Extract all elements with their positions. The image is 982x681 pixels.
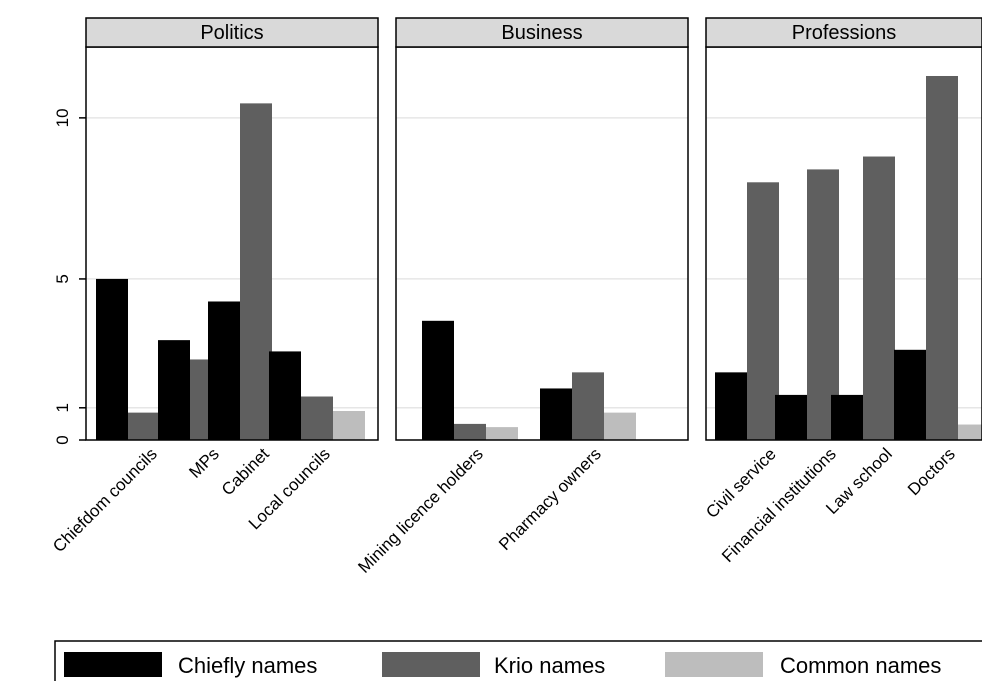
bar-cabinet-krio-names xyxy=(240,103,272,440)
x-tick-label: Mining licence holders xyxy=(354,444,486,576)
x-tick-label: Chiefdom councils xyxy=(49,444,161,556)
bar-doctors-krio-names xyxy=(926,75,958,440)
bar-pharmacy-owners-common-names xyxy=(604,412,636,440)
bar-law-school-chiefly-names xyxy=(831,394,863,440)
x-tick-label: Doctors xyxy=(904,444,959,499)
bar-chiefdom-councils-krio-names xyxy=(128,412,160,440)
bar-doctors-chiefly-names xyxy=(894,349,926,440)
y-tick-label: 5 xyxy=(53,274,72,283)
bar-mining-licence-holders-common-names xyxy=(486,427,518,440)
bar-financial-institutions-krio-names xyxy=(807,169,839,440)
bar-mining-licence-holders-chiefly-names xyxy=(422,320,454,440)
legend-label-chiefly-names: Chiefly names xyxy=(178,653,317,678)
strip-header xyxy=(395,17,689,48)
bar-cabinet-chiefly-names xyxy=(208,301,240,440)
x-tick-label: Pharmacy owners xyxy=(495,444,605,554)
y-tick-label: 10 xyxy=(53,108,72,127)
bar-law-school-krio-names xyxy=(863,156,895,440)
y-tick-label: 0 xyxy=(53,435,72,444)
strip-header xyxy=(705,17,982,48)
legend-swatch-common-names xyxy=(665,652,763,677)
bar-pharmacy-owners-chiefly-names xyxy=(540,388,572,440)
bar-local-councils-krio-names xyxy=(301,396,333,440)
legend: Chiefly names Krio names Common names xyxy=(54,640,982,681)
x-tick-label: MPs xyxy=(185,444,222,481)
strip-header xyxy=(85,17,379,48)
legend-label-krio-names: Krio names xyxy=(494,653,605,678)
legend-swatch-chiefly-names xyxy=(64,652,162,677)
legend-box xyxy=(54,640,982,681)
bar-financial-institutions-chiefly-names xyxy=(775,394,807,440)
legend-label-common-names: Common names xyxy=(780,653,941,678)
bar-local-councils-common-names xyxy=(333,411,365,440)
y-axis: 0 1 5 10 xyxy=(53,108,86,445)
strip-title: Professions xyxy=(792,22,897,44)
x-tick-label: Cabinet xyxy=(218,444,273,499)
bar-local-councils-chiefly-names xyxy=(269,351,301,440)
bar-doctors-common-names xyxy=(958,424,982,440)
strip-title: Business xyxy=(501,22,582,44)
strip-title: Politics xyxy=(200,22,263,44)
bar-chiefdom-councils-chiefly-names xyxy=(96,278,128,440)
bar-civil-service-chiefly-names xyxy=(715,372,747,440)
legend-swatch-krio-names xyxy=(382,652,480,677)
y-tick-label: 1 xyxy=(53,403,72,412)
bar-pharmacy-owners-krio-names xyxy=(572,372,604,440)
bar-mining-licence-holders-krio-names xyxy=(454,423,486,440)
bar-mps-chiefly-names xyxy=(158,340,190,440)
panel-business: Mining licence holders Pharmacy owners Bus… xyxy=(354,17,689,577)
bar-civil-service-krio-names xyxy=(747,182,779,440)
